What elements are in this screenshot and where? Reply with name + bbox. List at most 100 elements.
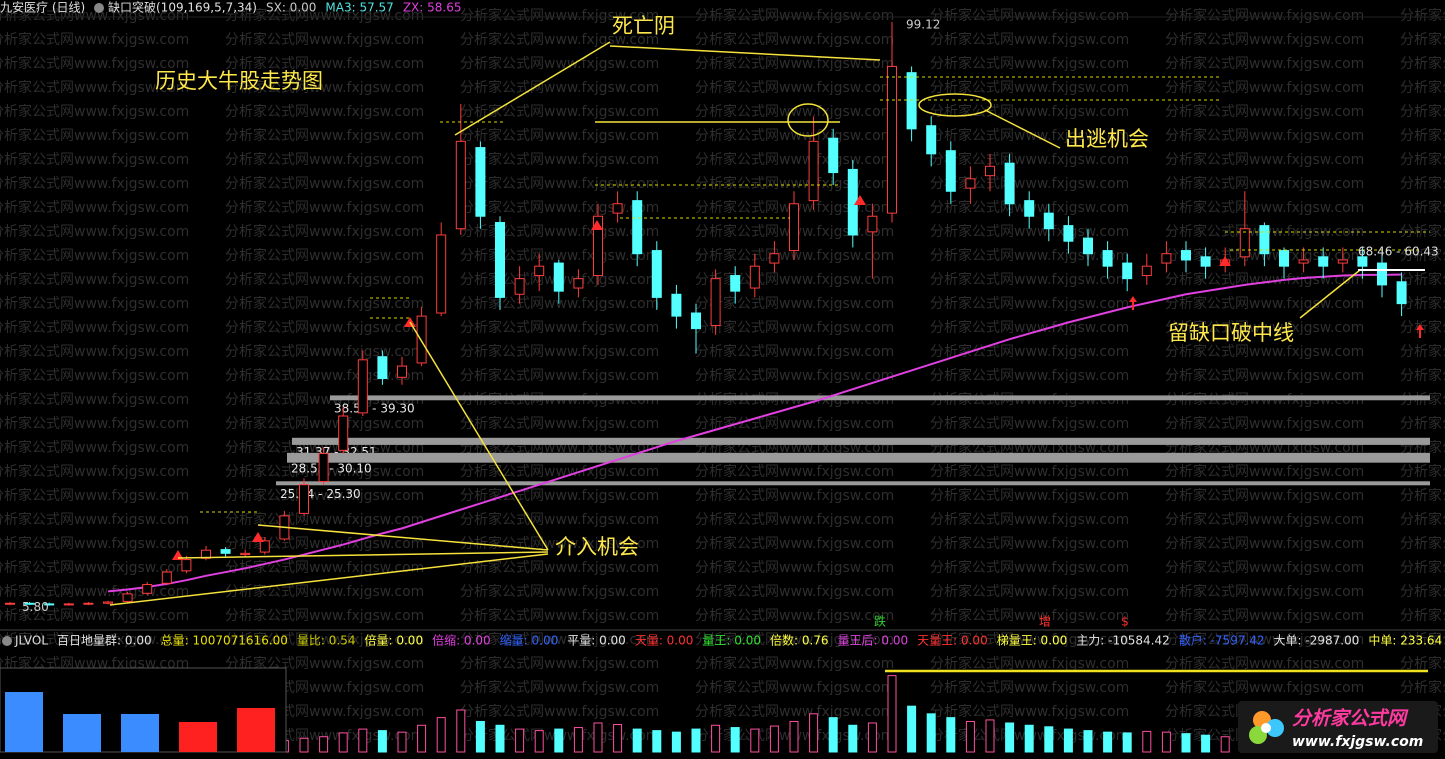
- indicator-value: MA3: 57.57: [325, 1, 393, 15]
- gap-zone: [330, 395, 1430, 401]
- watermark: 分析家公式网www.fxjgsw.com: [1400, 103, 1445, 120]
- watermark: 分析家公式网www.fxjgsw.com: [1165, 607, 1364, 624]
- candle-body: [573, 278, 584, 289]
- volume-bar: [613, 724, 623, 753]
- watermark: 分析家公式网www.fxjgsw.com: [0, 55, 189, 72]
- watermark: 分析家公式网www.fxjgsw.com: [0, 103, 189, 120]
- watermark: 分析家公式网www.fxjgsw.com: [1400, 31, 1445, 48]
- candle-body: [1337, 259, 1348, 264]
- candle-body: [710, 278, 721, 326]
- watermark: 分析家公式网www.fxjgsw.com: [225, 367, 424, 384]
- pointer: [257, 524, 549, 551]
- watermark: 分析家公式网www.fxjgsw.com: [930, 31, 1129, 48]
- indicator-value: 量比: 0.54: [297, 634, 356, 648]
- candle-body: [122, 593, 133, 602]
- watermark: 分析家公式网www.fxjgsw.com: [225, 391, 424, 408]
- watermark: 分析家公式网www.fxjgsw.com: [460, 631, 659, 648]
- watermark: 分析家公式网www.fxjgsw.com: [930, 367, 1129, 384]
- candle-body: [789, 203, 799, 252]
- candle-body: [808, 140, 819, 202]
- candle-body: [1043, 212, 1054, 230]
- watermark: 分析家公式网www.fxjgsw.com: [1400, 343, 1445, 360]
- watermark: 分析家公式网www.fxjgsw.com: [930, 583, 1129, 600]
- volume-bar: [1083, 730, 1093, 753]
- watermark: 分析家公式网www.fxjgsw.com: [1165, 31, 1364, 48]
- candle-body: [926, 125, 937, 155]
- watermark: 分析家公式网www.fxjgsw.com: [0, 319, 189, 336]
- watermark: 分析家公式网www.fxjgsw.com: [1400, 559, 1445, 576]
- watermark: 分析家公式网www.fxjgsw.com: [695, 343, 894, 360]
- volume-bar: [554, 728, 564, 753]
- watermark: 分析家公式网www.fxjgsw.com: [930, 655, 1129, 672]
- volume-bar: [750, 728, 760, 753]
- watermark: 分析家公式网www.fxjgsw.com: [225, 271, 424, 288]
- watermark: 分析家公式网www.fxjgsw.com: [225, 319, 424, 336]
- volume-bar: [593, 722, 603, 753]
- header-icon: [2, 636, 12, 646]
- candle-body: [259, 540, 270, 553]
- volume-bar: [1024, 724, 1034, 753]
- buy-signal: [252, 532, 264, 542]
- volume-bar: [985, 719, 995, 753]
- watermark: 分析家公式网www.fxjgsw.com: [225, 295, 424, 312]
- watermark: 分析家公式网www.fxjgsw.com: [1400, 319, 1445, 336]
- watermark: 分析家公式网www.fxjgsw.com: [460, 511, 659, 528]
- candle-body: [514, 278, 525, 295]
- watermark: 分析家公式网www.fxjgsw.com: [460, 463, 659, 480]
- candle-body: [455, 140, 466, 230]
- candle-body: [1200, 256, 1211, 267]
- candle-body: [161, 571, 172, 584]
- volume-bar: [1005, 722, 1015, 753]
- candle-body: [83, 602, 94, 605]
- watermark: 分析家公式网www.fxjgsw.com: [1165, 271, 1364, 288]
- indicator-value: 倍缩: 0.00: [432, 633, 491, 648]
- watermark: 分析家公式网www.fxjgsw.com: [1165, 511, 1364, 528]
- watermark: 分析家公式网www.fxjgsw.com: [930, 127, 1129, 144]
- candle-body: [220, 549, 231, 554]
- inset-bar: [63, 714, 101, 752]
- watermark: 分析家公式网www.fxjgsw.com: [225, 79, 424, 96]
- volume-bar: [436, 717, 446, 753]
- indicator-value: 散户: -7597.42: [1179, 633, 1265, 648]
- candle-body: [338, 415, 349, 451]
- candle-body: [357, 359, 368, 414]
- gap-zone: [276, 481, 1430, 486]
- annotation: 历史大牛股走势图: [155, 69, 323, 93]
- candle-body: [1298, 259, 1309, 264]
- watermark: 分析家公式网www.fxjgsw.com: [0, 415, 189, 432]
- zx-line: [107, 273, 1402, 593]
- candle-body: [24, 602, 35, 605]
- watermark: 分析家公式网www.fxjgsw.com: [930, 511, 1129, 528]
- arrow: [1416, 324, 1424, 338]
- watermark: 分析家公式网www.fxjgsw.com: [1165, 175, 1364, 192]
- indicator-value: 百日地量群: 0.00: [57, 634, 152, 648]
- watermark: 分析家公式网www.fxjgsw.com: [695, 7, 894, 24]
- watermark: 分析家公式网www.fxjgsw.com: [930, 703, 1129, 720]
- watermark: 分析家公式网www.fxjgsw.com: [1400, 175, 1445, 192]
- annotation-lines: [109, 41, 1361, 606]
- watermark: 分析家公式网www.fxjgsw.com: [460, 223, 659, 240]
- watermark: 分析家公式网www.fxjgsw.com: [1400, 463, 1445, 480]
- watermark: 分析家公式网www.fxjgsw.com: [0, 367, 189, 384]
- candle-body: [867, 215, 878, 233]
- candle-body: [475, 147, 486, 217]
- volume-bar: [1181, 733, 1191, 753]
- watermark: 分析家公式网www.fxjgsw.com: [930, 535, 1129, 552]
- gap-label: 28.52 - 30.10: [291, 461, 372, 475]
- watermark: 分析家公式网www.fxjgsw.com: [1165, 199, 1364, 216]
- watermark: 分析家公式网www.fxjgsw.com: [1400, 511, 1445, 528]
- volume-bar: [534, 730, 544, 753]
- volume-bar: [848, 724, 858, 753]
- highlight-circle: [787, 103, 829, 137]
- stock-title: 九安医疗 (日线): [0, 0, 85, 15]
- watermark: 分析家公式网www.fxjgsw.com: [460, 655, 659, 672]
- watermark: 分析家公式网www.fxjgsw.com: [695, 703, 894, 720]
- watermark: 分析家公式网www.fxjgsw.com: [1400, 79, 1445, 96]
- watermark: 分析家公式网www.fxjgsw.com: [930, 343, 1129, 360]
- gap-label: 38.52 - 39.30: [334, 401, 415, 415]
- watermark: 分析家公式网www.fxjgsw.com: [225, 151, 424, 168]
- watermark: 分析家公式网www.fxjgsw.com: [225, 607, 424, 624]
- watermark: 分析家公式网www.fxjgsw.com: [1400, 7, 1445, 24]
- watermark: 分析家公式网www.fxjgsw.com: [1400, 271, 1445, 288]
- indicator-value: 量王后: 0.00: [838, 634, 909, 648]
